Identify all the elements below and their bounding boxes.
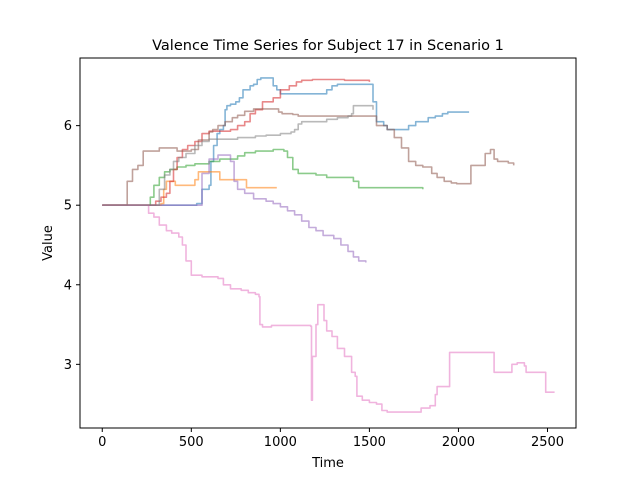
- x-tick-label: 1500: [353, 435, 386, 450]
- plot-area: [102, 77, 555, 413]
- y-tick-label: 5: [64, 199, 72, 214]
- series-line-6: [102, 108, 515, 206]
- axes-frame: [79, 57, 577, 429]
- series-line-2: [102, 171, 277, 206]
- series-line-4: [102, 78, 371, 206]
- series-line-3: [102, 148, 424, 206]
- series-line-1: [102, 77, 470, 206]
- y-tick-label: 6: [64, 119, 72, 134]
- x-tick-label: 2500: [531, 435, 564, 450]
- series-line-7: [102, 204, 555, 413]
- y-axis: 3 4 5 6: [64, 119, 80, 373]
- series-line-8: [102, 104, 374, 206]
- x-tick-label: 1000: [264, 435, 297, 450]
- y-axis-label: Value: [41, 225, 56, 261]
- x-axis-label: Time: [311, 456, 344, 471]
- y-tick-label: 3: [64, 358, 72, 373]
- x-axis: 0 500 1000 1500 2000 2500: [98, 428, 564, 450]
- y-tick-label: 4: [64, 278, 72, 293]
- series-line-5: [102, 154, 367, 263]
- x-tick-label: 500: [179, 435, 204, 450]
- chart-title: Valence Time Series for Subject 17 in Sc…: [152, 38, 504, 54]
- x-tick-label: 0: [98, 435, 106, 450]
- x-tick-label: 2000: [442, 435, 475, 450]
